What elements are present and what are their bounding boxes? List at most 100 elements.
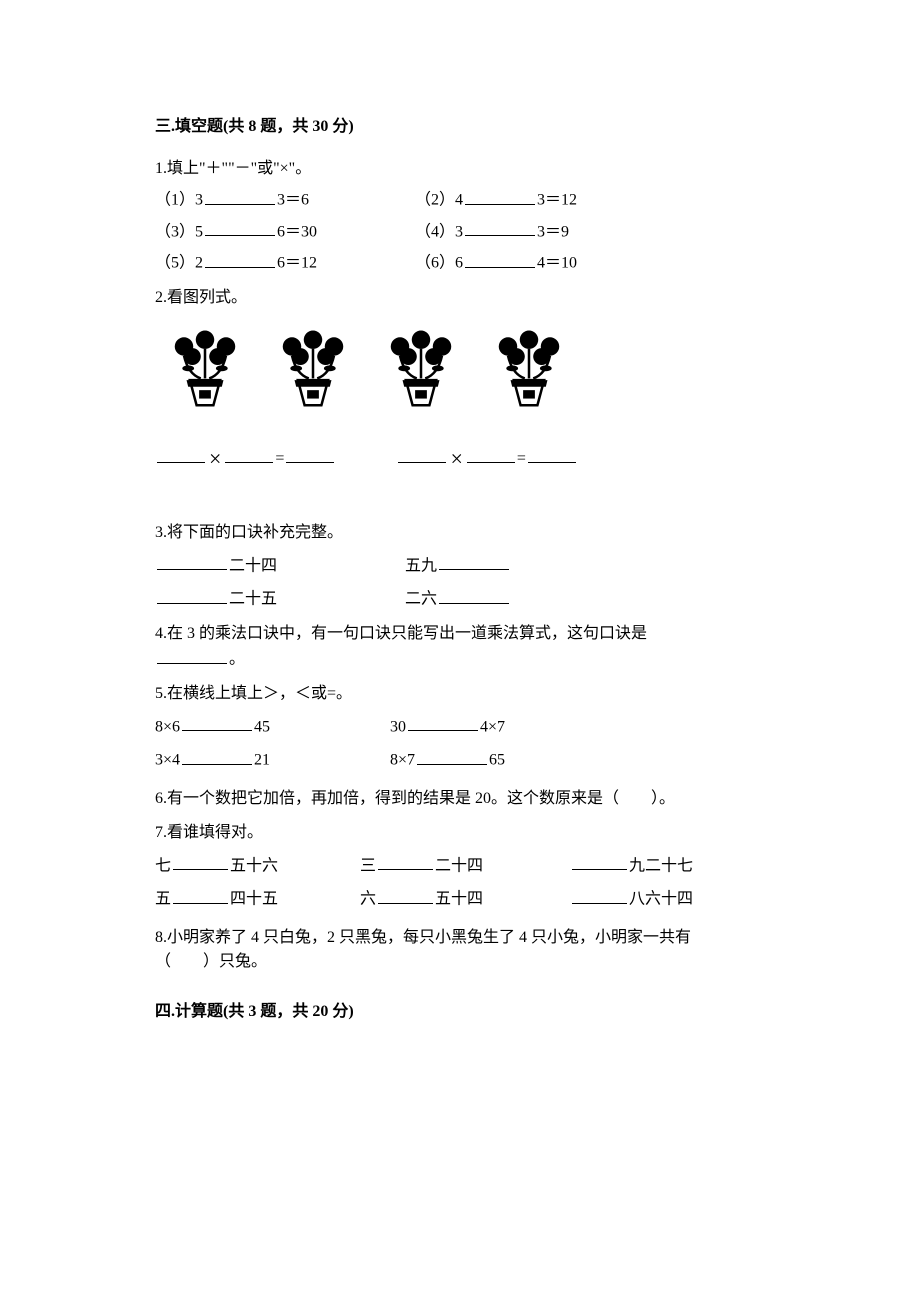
- section3-title: 三.填空题(共 8 题，共 30 分): [155, 115, 765, 139]
- q7-r2-b-blank[interactable]: [378, 886, 433, 904]
- q7-r2-al: 五: [155, 891, 171, 908]
- q7-r1-b-blank[interactable]: [378, 853, 433, 871]
- q8-line2: （ ）只兔。: [155, 950, 765, 974]
- q5-r1-ar: 45: [254, 718, 270, 735]
- q4-blank-row: 。: [155, 646, 765, 672]
- q7-r1-c: 九二十七: [570, 853, 693, 879]
- q7-r2-c: 八六十四: [570, 886, 693, 912]
- q2: 2.看图列式。: [155, 286, 765, 475]
- q1: 1.填上"＋""－"或"×"。 （1）33＝6 （2）4 3＝12 （3）5 6＝3…: [155, 157, 765, 276]
- q3-r2-b-blank[interactable]: [439, 586, 509, 604]
- q7-r1-a-blank[interactable]: [173, 853, 228, 871]
- times-icon: ×: [450, 442, 462, 475]
- q8-line1: 8.小明家养了 4 只白兔，2 只黑兔，每只小黑兔生了 4 只小兔，小明家一共有: [155, 926, 765, 950]
- q3-r2-a-text: 二十五: [229, 591, 277, 608]
- q5-r2-br: 65: [489, 752, 505, 769]
- q7-r2-br: 五十四: [435, 891, 483, 908]
- q7-r2-a: 五 四十五: [155, 886, 360, 912]
- q7-r1-c-blank[interactable]: [572, 853, 627, 871]
- q1-row2: （3）5 6＝30 （4）3 3＝9: [155, 219, 765, 245]
- q1-i4-l: （4）3: [415, 223, 463, 240]
- q3: 3.将下面的口诀补充完整。 二十四 五九 二十五 二六: [155, 521, 765, 612]
- q1-i2-blank[interactable]: [465, 187, 535, 205]
- q7-r2-b: 六 五十四: [360, 886, 570, 912]
- q7-row2: 五 四十五 六 五十四 八六十四: [155, 886, 765, 912]
- flower-icon: [163, 328, 247, 412]
- q2-eq2: ×=: [396, 442, 577, 475]
- q7-r1-a: 七五十六: [155, 853, 360, 879]
- q5-r1-bl: 30: [390, 718, 406, 735]
- q1-i3-r: 6＝30: [277, 223, 317, 240]
- q3-r2-b-text: 二六: [405, 591, 437, 608]
- q6: 6.有一个数把它加倍，再加倍，得到的结果是 20。这个数原来是（ ）。: [155, 787, 765, 811]
- q1-i5-l: （5）2: [155, 255, 203, 272]
- q5-r2-al: 3×4: [155, 752, 180, 769]
- q5-r2-b-blank[interactable]: [417, 747, 487, 765]
- q7-r2-c-blank[interactable]: [572, 886, 627, 904]
- q1-row3: （5）2 6＝12 （6）6 4＝10: [155, 250, 765, 276]
- q1-item-5: （5）2 6＝12: [155, 250, 415, 276]
- q4: 4.在 3 的乘法口诀中，有一句口诀只能写出一道乘法算式，这句口诀是 。: [155, 622, 765, 672]
- q4-blank[interactable]: [157, 646, 227, 664]
- q2-eq2-a[interactable]: [398, 445, 446, 463]
- q1-i6-blank[interactable]: [465, 250, 535, 268]
- q3-r1-a: 二十四: [155, 553, 405, 579]
- q5-r2-bl: 8×7: [390, 752, 415, 769]
- q1-i6-r: 4＝10: [537, 255, 577, 272]
- q1-item-2: （2）4 3＝12: [415, 187, 675, 213]
- q1-i1-blank[interactable]: [205, 187, 275, 205]
- q4-text: 4.在 3 的乘法口诀中，有一句口诀只能写出一道乘法算式，这句口诀是: [155, 622, 765, 646]
- q1-row1: （1）33＝6 （2）4 3＝12: [155, 187, 765, 213]
- q2-eq1-b[interactable]: [225, 445, 273, 463]
- q2-prompt: 2.看图列式。: [155, 286, 765, 310]
- q5-r1-a: 8×645: [155, 714, 390, 740]
- q1-i3-l: （3）5: [155, 223, 203, 240]
- q3-row1: 二十四 五九: [155, 553, 765, 579]
- q7-r2-a-blank[interactable]: [173, 886, 228, 904]
- q7-r1-b: 三二十四: [360, 853, 570, 879]
- q3-r2-a: 二十五: [155, 586, 405, 612]
- q3-r1-b-blank[interactable]: [439, 553, 509, 571]
- q7-r2-ar: 四十五: [230, 891, 278, 908]
- q1-i2-l: （2）4: [415, 192, 463, 209]
- q1-i6-l: （6）6: [415, 255, 463, 272]
- q7-r2-bl: 六: [360, 891, 376, 908]
- q3-r2-a-blank[interactable]: [157, 586, 227, 604]
- q7-r2-cr: 八六十四: [629, 891, 693, 908]
- q1-i5-blank[interactable]: [205, 250, 275, 268]
- q1-i1-r: 3＝6: [277, 192, 309, 209]
- q1-i2-r: 3＝12: [537, 192, 577, 209]
- q5-r1-b: 304×7: [390, 714, 505, 740]
- q5-r1-a-blank[interactable]: [182, 714, 252, 732]
- q3-r2-b: 二六: [405, 586, 511, 612]
- q7-row1: 七五十六 三二十四 九二十七: [155, 853, 765, 879]
- q5-row2: 3×4 21 8×7 65: [155, 747, 765, 773]
- q2-eq2-b[interactable]: [467, 445, 515, 463]
- q1-i4-r: 3＝9: [537, 223, 569, 240]
- q5-r2-ar: 21: [254, 752, 270, 769]
- q7-r1-bl: 三: [360, 857, 376, 874]
- q1-item-6: （6）6 4＝10: [415, 250, 675, 276]
- q2-eq1-c[interactable]: [286, 445, 334, 463]
- q7: 7.看谁填得对。 七五十六 三二十四 九二十七 五四十五 六五十四 八六十四: [155, 821, 765, 912]
- q3-r1-a-text: 二十四: [229, 557, 277, 574]
- flower-icon: [487, 328, 571, 412]
- q5-r1-b-blank[interactable]: [408, 714, 478, 732]
- q1-prompt: 1.填上"＋""－"或"×"。: [155, 157, 765, 181]
- q2-eq2-c[interactable]: [528, 445, 576, 463]
- q1-i5-r: 6＝12: [277, 255, 317, 272]
- q2-eq1-a[interactable]: [157, 445, 205, 463]
- q4-suffix: 。: [229, 651, 245, 668]
- q5-r2-a-blank[interactable]: [182, 747, 252, 765]
- times-icon: ×: [209, 442, 221, 475]
- q1-item-4: （4）3 3＝9: [415, 219, 675, 245]
- flower-icon: [379, 328, 463, 412]
- flower-icon: [271, 328, 355, 412]
- q1-item-1: （1）33＝6: [155, 187, 415, 213]
- q1-i4-blank[interactable]: [465, 219, 535, 237]
- q1-i3-blank[interactable]: [205, 219, 275, 237]
- q5-r2-b: 8×7 65: [390, 747, 505, 773]
- q3-r1-b: 五九: [405, 553, 511, 579]
- q3-r1-a-blank[interactable]: [157, 553, 227, 571]
- q5-prompt: 5.在横线上填上＞，＜或=。: [155, 682, 765, 706]
